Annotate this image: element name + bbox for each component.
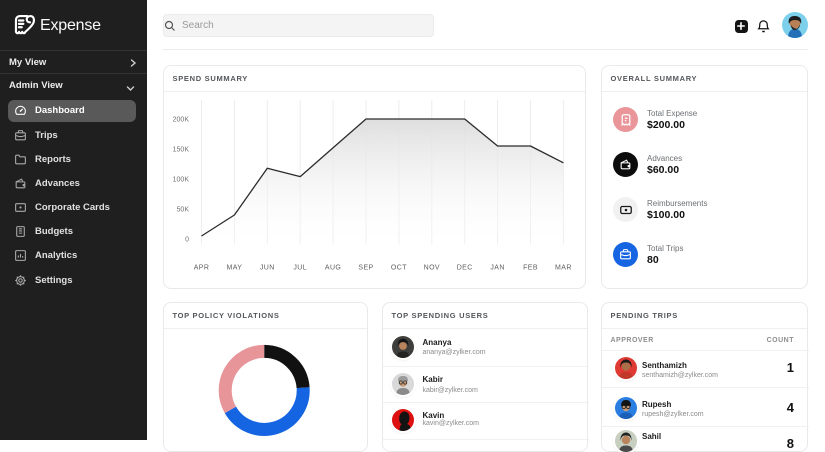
svg-text:OCT: OCT (391, 265, 407, 272)
svg-text:AUG: AUG (325, 265, 341, 272)
svg-text:JAN: JAN (490, 265, 504, 272)
svg-text:200K: 200K (173, 117, 190, 124)
svg-text:0: 0 (185, 237, 189, 244)
svg-text:100K: 100K (173, 177, 190, 184)
svg-text:MAY: MAY (226, 265, 242, 272)
svg-text:JUL: JUL (293, 265, 307, 272)
svg-text:150K: 150K (173, 147, 190, 154)
svg-text:APR: APR (194, 265, 210, 272)
svg-text:MAR: MAR (555, 265, 572, 272)
svg-text:50K: 50K (177, 207, 190, 214)
svg-text:DEC: DEC (457, 265, 473, 272)
svg-text:SEP: SEP (358, 265, 373, 272)
svg-text:FEB: FEB (523, 265, 538, 272)
svg-text:JUN: JUN (260, 265, 275, 272)
svg-text:NOV: NOV (424, 265, 440, 272)
